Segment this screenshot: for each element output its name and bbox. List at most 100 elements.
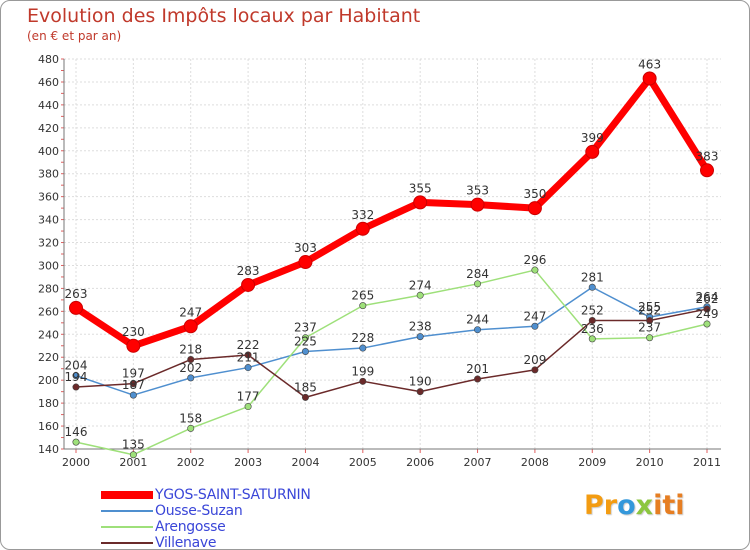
x-tick-label: 2010	[636, 456, 664, 469]
data-label-ousse-suzan: 211	[237, 351, 260, 365]
x-tick-label: 2011	[693, 456, 721, 469]
data-point-ousse-suzan	[187, 374, 195, 382]
y-tick-label: 220	[38, 351, 59, 364]
legend-item: Ousse-Suzan	[101, 503, 401, 519]
data-point-villenave	[187, 356, 195, 364]
legend-label: YGOS-SAINT-SATURNIN	[155, 487, 311, 503]
data-point-ousse-suzan	[416, 333, 424, 341]
data-label-ousse-suzan: 202	[179, 361, 202, 375]
legend-swatch	[101, 526, 153, 528]
data-point-villenave	[359, 377, 367, 385]
data-label-ygos-saint-saturnin: 355	[409, 181, 432, 195]
data-point-ousse-suzan	[72, 372, 80, 380]
data-point-arengosse	[244, 403, 252, 411]
data-point-arengosse	[531, 266, 539, 274]
y-tick-label: 180	[38, 397, 59, 410]
data-point-ousse-suzan	[129, 391, 137, 399]
x-tick-label: 2005	[349, 456, 377, 469]
chart-subtitle: (en € et par an)	[27, 29, 122, 43]
data-label-arengosse: 237	[294, 321, 317, 335]
proxiti-logo: Proxiti	[584, 490, 685, 521]
data-point-villenave	[474, 375, 482, 383]
data-point-arengosse	[416, 291, 424, 299]
data-label-ousse-suzan: 204	[65, 359, 88, 373]
data-label-ousse-suzan: 238	[409, 320, 432, 334]
data-label-villenave: 190	[409, 375, 432, 389]
x-tick-label: 2001	[119, 456, 147, 469]
data-point-villenave	[301, 393, 309, 401]
legend-item: YGOS-SAINT-SATURNIN	[101, 487, 401, 503]
series-line-villenave	[75, 308, 708, 399]
data-label-villenave: 222	[237, 338, 260, 352]
y-tick-label: 420	[38, 122, 59, 135]
data-label-villenave: 201	[466, 362, 489, 376]
data-point-arengosse	[359, 302, 367, 310]
data-label-ygos-saint-saturnin: 350	[523, 187, 546, 201]
y-tick-label: 380	[38, 168, 59, 181]
x-tick-label: 2000	[62, 456, 90, 469]
legend-item: Villenave	[101, 535, 401, 549]
data-label-arengosse: 284	[466, 267, 489, 281]
y-tick-label: 480	[38, 53, 59, 66]
data-label-villenave: 218	[179, 343, 202, 357]
data-point-arengosse	[703, 320, 711, 328]
data-point-ygos-saint-saturnin	[527, 201, 542, 216]
y-tick-label: 300	[38, 259, 59, 272]
y-tick-label: 160	[38, 420, 59, 433]
series-line-ygos-saint-saturnin	[72, 75, 711, 350]
data-label-ygos-saint-saturnin: 303	[294, 241, 317, 255]
x-tick-label: 2002	[177, 456, 205, 469]
data-point-ousse-suzan	[244, 364, 252, 372]
chart-legend: YGOS-SAINT-SATURNIN Ousse-Suzan Arengosse V…	[101, 487, 401, 549]
data-label-ygos-saint-saturnin: 332	[351, 208, 374, 222]
legend-swatch	[101, 491, 153, 499]
data-point-ygos-saint-saturnin	[470, 197, 485, 212]
y-tick-label: 360	[38, 191, 59, 204]
data-label-arengosse: 146	[65, 425, 88, 439]
data-label-arengosse: 135	[122, 438, 145, 452]
legend-swatch	[101, 542, 153, 544]
series-line-ousse-suzan	[75, 286, 708, 396]
data-label-villenave: 209	[523, 353, 546, 367]
data-label-arengosse: 177	[237, 390, 260, 404]
data-point-villenave	[72, 383, 80, 391]
data-label-villenave: 252	[638, 304, 661, 318]
data-point-ygos-saint-saturnin	[126, 338, 141, 353]
data-label-ousse-suzan: 244	[466, 313, 489, 327]
data-point-ygos-saint-saturnin	[700, 163, 714, 178]
data-label-ygos-saint-saturnin: 399	[581, 131, 604, 145]
data-label-ousse-suzan: 225	[294, 335, 317, 349]
data-point-villenave	[646, 317, 654, 325]
data-label-ousse-suzan: 247	[523, 309, 546, 323]
data-point-arengosse	[474, 280, 482, 288]
data-point-ygos-saint-saturnin	[183, 319, 198, 334]
logo-part-4: iti	[653, 490, 685, 521]
data-label-arengosse: 236	[581, 322, 604, 336]
data-label-ousse-suzan: 187	[122, 378, 145, 392]
data-label-ygos-saint-saturnin: 230	[122, 325, 145, 339]
series-line-arengosse	[75, 269, 708, 456]
data-point-ygos-saint-saturnin	[355, 221, 370, 236]
data-point-arengosse	[646, 334, 654, 342]
data-label-villenave: 194	[65, 370, 88, 384]
y-tick-label: 240	[38, 328, 59, 341]
data-point-ousse-suzan	[474, 326, 482, 334]
data-label-arengosse: 265	[351, 289, 374, 303]
logo-part-1: Pr	[584, 490, 618, 521]
chart-title: Evolution des Impôts locaux par Habitant	[27, 5, 421, 27]
y-tick-label: 260	[38, 305, 59, 318]
y-tick-label: 200	[38, 374, 59, 387]
logo-part-3: x	[635, 490, 654, 521]
legend-label: Arengosse	[155, 519, 226, 535]
data-point-arengosse	[187, 424, 195, 432]
x-tick-label: 2007	[464, 456, 492, 469]
y-tick-label: 340	[38, 214, 59, 227]
data-point-ygos-saint-saturnin	[413, 195, 428, 210]
data-point-ygos-saint-saturnin	[69, 300, 83, 315]
data-label-ousse-suzan: 255	[638, 300, 661, 314]
data-label-ousse-suzan: 228	[351, 331, 374, 345]
data-label-arengosse: 296	[523, 253, 546, 267]
data-label-arengosse: 249	[696, 307, 719, 321]
data-label-arengosse: 237	[638, 321, 661, 335]
